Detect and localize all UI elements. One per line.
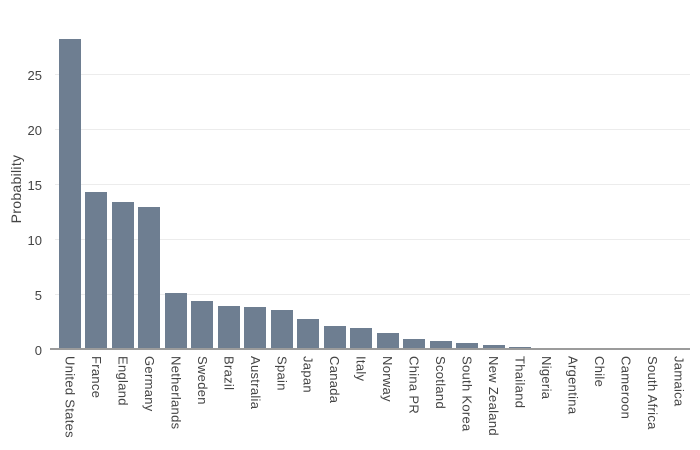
x-label-slot: South Africa (641, 356, 663, 438)
x-tick-label-germany: Germany (141, 356, 157, 412)
bar-spain (270, 309, 293, 348)
x-tick-label-japan: Japan (300, 356, 316, 393)
x-tick-label-france: France (88, 356, 104, 399)
x-tick-label-norway: Norway (380, 356, 396, 402)
bar-brazil (217, 306, 240, 348)
gridline (55, 294, 690, 296)
x-label-slot: Thailand (509, 356, 531, 438)
bars (59, 30, 690, 348)
x-tick-label-canada: Canada (327, 356, 343, 404)
y-axis-ticks: 0 5 10 15 20 25 (0, 30, 48, 358)
x-tick-label-england: England (115, 356, 131, 406)
x-tick-label-china-pr: China PR (406, 356, 422, 415)
x-tick-label-chile: Chile (591, 356, 607, 388)
x-tick-label-cameroon: Cameroon (618, 356, 634, 420)
y-tick-label: 20 (27, 122, 42, 138)
x-label-slot: New Zealand (483, 356, 505, 438)
x-label-slot: Germany (138, 356, 160, 438)
x-tick-label-argentina: Argentina (565, 356, 581, 415)
x-label-slot: South Korea (456, 356, 478, 438)
x-axis-labels: United States France England Germany Netherl… (59, 356, 690, 438)
bar-sweden (191, 300, 214, 348)
x-label-slot: Spain (271, 356, 293, 438)
x-tick-label-united-states: United States (62, 356, 78, 438)
bar-japan (297, 319, 320, 348)
gridline (55, 239, 690, 241)
bar-thailand (508, 346, 531, 348)
x-label-slot: France (85, 356, 107, 438)
x-label-slot: Italy (350, 356, 372, 438)
x-tick-label-italy: Italy (353, 356, 369, 382)
x-tick-label-jamaica: Jamaica (671, 356, 687, 407)
y-tick-label: 0 (34, 342, 42, 358)
y-tick-label: 25 (27, 67, 42, 83)
bar-canada (323, 326, 346, 348)
x-label-slot: Argentina (562, 356, 584, 438)
gridline (55, 74, 690, 76)
x-tick-label-new-zealand: New Zealand (486, 356, 501, 436)
plot-area (50, 30, 690, 350)
x-label-slot: Jamaica (668, 356, 690, 438)
x-label-slot: Japan (297, 356, 319, 438)
bar-germany (138, 207, 161, 348)
x-tick-label-spain: Spain (274, 356, 290, 391)
x-tick-label-south-africa: South Africa (644, 356, 660, 430)
bar-new-zealand (482, 344, 505, 348)
x-label-slot: England (112, 356, 134, 438)
x-tick-label-brazil: Brazil (221, 356, 237, 391)
x-tick-label-australia: Australia (247, 356, 263, 410)
bar-england (111, 201, 134, 348)
y-tick-label: 15 (27, 177, 42, 193)
bar-scotland (429, 341, 452, 348)
x-tick-label-sweden: Sweden (194, 356, 210, 405)
x-tick-label-nigeria: Nigeria (538, 356, 554, 400)
x-tick-label-scotland: Scotland (433, 356, 449, 409)
x-label-slot: Scotland (430, 356, 452, 438)
x-label-slot: Norway (377, 356, 399, 438)
y-tick-label: 10 (27, 232, 42, 248)
bar-united-states (59, 39, 81, 348)
x-tick-label-thailand: Thailand (512, 356, 528, 409)
x-label-slot: Sweden (191, 356, 213, 438)
x-label-slot: Canada (324, 356, 346, 438)
bar-south-korea (456, 342, 479, 348)
bar-china-pr (403, 339, 426, 348)
bar-italy (350, 328, 373, 348)
bar-norway (376, 332, 399, 348)
x-label-slot: Cameroon (615, 356, 637, 438)
gridline (55, 129, 690, 131)
x-label-slot: China PR (403, 356, 425, 438)
bar-australia (244, 307, 267, 348)
bar-netherlands (164, 293, 187, 348)
gridline (55, 184, 690, 186)
x-label-slot: Australia (244, 356, 266, 438)
y-tick-label: 5 (34, 287, 42, 303)
x-label-slot: Chile (588, 356, 610, 438)
x-tick-label-south-korea: South Korea (459, 356, 475, 432)
x-axis-line (50, 348, 690, 350)
x-label-slot: Netherlands (165, 356, 187, 438)
x-tick-label-netherlands: Netherlands (168, 356, 184, 430)
x-label-slot: Brazil (218, 356, 240, 438)
x-label-slot: Nigeria (535, 356, 557, 438)
bar-france (85, 191, 108, 348)
x-label-slot: United States (59, 356, 81, 438)
